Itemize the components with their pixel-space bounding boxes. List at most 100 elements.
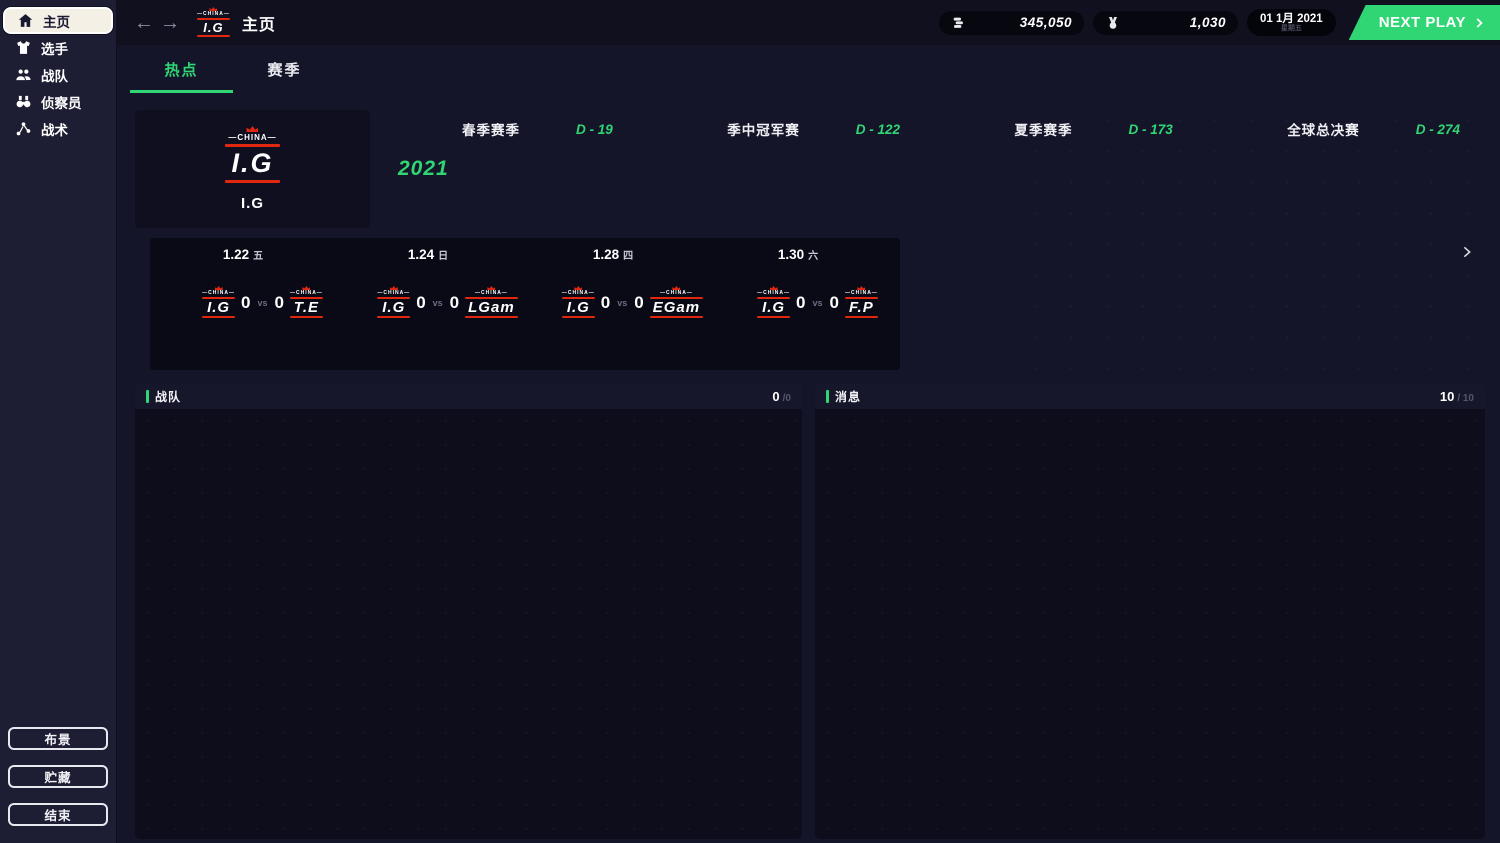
sidebar-item-team[interactable]: 战队	[3, 61, 113, 88]
date-chip: 01 1月 2021 星期五	[1247, 9, 1336, 36]
match-card[interactable]: —CHINA— I.G 0 vs 0 —CHINA— LGam	[355, 286, 540, 319]
logo-bar-bottom	[757, 316, 791, 318]
date-value: 1.22	[222, 247, 250, 262]
tab-hotspot[interactable]: 热点	[130, 59, 233, 93]
milestone-label: 夏季赛季	[1014, 123, 1073, 138]
crown-icon	[214, 286, 223, 290]
team-panel-title: 战队	[155, 389, 182, 404]
milestone-label: 春季赛季	[462, 123, 520, 138]
crown-icon	[209, 7, 218, 11]
milestone-spring: 春季赛季 D - 19	[462, 119, 613, 139]
sidebar-item-label: 战队	[41, 68, 68, 84]
season-milestones: 春季赛季 D - 19 季中冠军赛 D - 122 夏季赛季 D - 173 全…	[462, 117, 1460, 141]
vs-label: vs	[257, 297, 268, 308]
team-card[interactable]: —CHINA— I.G I.G	[135, 110, 370, 228]
back-arrow-icon[interactable]: ←	[131, 10, 157, 36]
schedule-column: 1.22 五 —CHINA— I.G 0 vs 0	[170, 238, 355, 370]
binoculars-icon	[14, 93, 32, 111]
home-score: 0	[416, 292, 426, 312]
milestone-msi: 季中冠军赛 D - 122	[727, 119, 900, 139]
messages-panel-body	[815, 409, 1485, 839]
away-team-logo: —CHINA— T.E	[289, 286, 323, 319]
home-score: 0	[241, 292, 251, 312]
date-value: 1.30	[777, 247, 805, 262]
count-current: 0	[772, 388, 780, 404]
home-icon	[16, 12, 34, 30]
logo-country: —CHINA—	[561, 290, 595, 296]
vs-label: vs	[432, 297, 443, 308]
home-team-logo: —CHINA— I.G	[202, 286, 236, 319]
sidebar-item-scouts[interactable]: 侦察员	[3, 88, 113, 115]
milestone-label: 全球总决赛	[1287, 123, 1360, 138]
milestone-countdown: D - 274	[1415, 121, 1460, 137]
jersey-icon	[14, 39, 32, 57]
away-team-logo: —CHINA— LGam	[465, 286, 518, 319]
logo-team-tag: I.G	[203, 20, 224, 35]
medal-icon	[1109, 16, 1118, 29]
logo-bar-top	[844, 297, 878, 299]
team-icon	[14, 66, 32, 84]
content-area: 热点 赛季 —CHINA— I.G I.G 2021 春季赛季 D - 19	[117, 45, 1500, 843]
schedule-next-icon[interactable]	[1456, 241, 1478, 265]
sidebar-item-home[interactable]: 主页	[3, 7, 113, 34]
logo-country: —CHINA—	[377, 290, 411, 296]
logo-bar-top	[377, 297, 411, 299]
logo-country: —CHINA—	[659, 290, 693, 296]
match-card[interactable]: —CHINA— I.G 0 vs 0 —CHINA— EGam	[540, 286, 725, 319]
schedule-column: 1.24 日 —CHINA— I.G 0 vs 0	[355, 238, 540, 370]
storage-button[interactable]: 贮藏	[8, 765, 108, 788]
crown-icon	[769, 286, 778, 290]
count-total: /0	[782, 392, 791, 404]
logo-bar-bottom	[197, 35, 230, 37]
sidebar-item-players[interactable]: 选手	[3, 34, 113, 61]
team-panel-count: 0 /0	[772, 389, 791, 404]
match-date: 1.22 五	[223, 247, 263, 262]
logo-country: —CHINA—	[197, 11, 230, 17]
away-score: 0	[829, 292, 839, 312]
money-value: 345,050	[1019, 15, 1073, 30]
vs-label: vs	[812, 297, 823, 308]
milestone-summer: 夏季赛季 D - 173	[1014, 119, 1172, 139]
crown-icon	[672, 286, 681, 290]
logo-bar-top	[197, 18, 230, 20]
medal-value: 1,030	[1189, 15, 1227, 30]
team-logo: —CHINA— I.G	[225, 126, 280, 185]
end-button[interactable]: 结束	[8, 803, 108, 826]
away-team-name: F.P	[849, 299, 874, 316]
logo-country: —CHINA—	[474, 290, 508, 296]
logo-country: —CHINA—	[228, 133, 277, 142]
schedule-strip: 1.22 五 —CHINA— I.G 0 vs 0	[150, 238, 900, 370]
team-panel-body	[135, 409, 802, 839]
scenery-button[interactable]: 布景	[8, 727, 108, 750]
schedule-column: 1.30 六 —CHINA— I.G 0 vs 0	[725, 238, 910, 370]
forward-arrow-icon[interactable]: →	[157, 10, 183, 36]
crown-icon	[302, 286, 311, 290]
home-score: 0	[600, 292, 611, 312]
sidebar-item-label: 选手	[41, 41, 68, 57]
match-card[interactable]: —CHINA— I.G 0 vs 0 —CHINA— F.P	[725, 286, 910, 319]
sidebar-item-label: 战术	[41, 122, 68, 138]
vs-label: vs	[617, 297, 628, 308]
logo-country: —CHINA—	[844, 290, 878, 296]
home-team-name: I.G	[762, 299, 786, 316]
logo-bar-bottom	[561, 316, 595, 318]
logo-country: —CHINA—	[202, 290, 236, 296]
logo-country: —CHINA—	[757, 290, 791, 296]
home-team-logo: —CHINA— I.G	[757, 286, 791, 319]
match-card[interactable]: —CHINA— I.G 0 vs 0 —CHINA— T.E	[170, 286, 355, 319]
next-play-button[interactable]: NEXT PLAY	[1348, 5, 1500, 40]
crown-icon	[574, 286, 583, 290]
logo-country: —CHINA—	[289, 290, 323, 296]
team-name: I.G	[240, 195, 264, 212]
tab-season[interactable]: 赛季	[267, 62, 302, 79]
sidebar-item-tactics[interactable]: 战术	[3, 115, 113, 142]
milestone-countdown: D - 19	[576, 121, 613, 137]
sidebar-bottom-actions: 布景 贮藏 结束	[0, 727, 116, 843]
schedule-column: 1.28 四 —CHINA— I.G 0 vs 0	[540, 238, 725, 370]
logo-bar-top	[757, 297, 791, 299]
messages-panel-count: 10 / 10	[1440, 389, 1474, 404]
logo-bar-top	[202, 297, 236, 299]
topbar-team-logo: —CHINA— I.G	[197, 7, 230, 38]
logo-bar-top	[561, 297, 595, 299]
logo-bar-bottom	[377, 316, 411, 318]
